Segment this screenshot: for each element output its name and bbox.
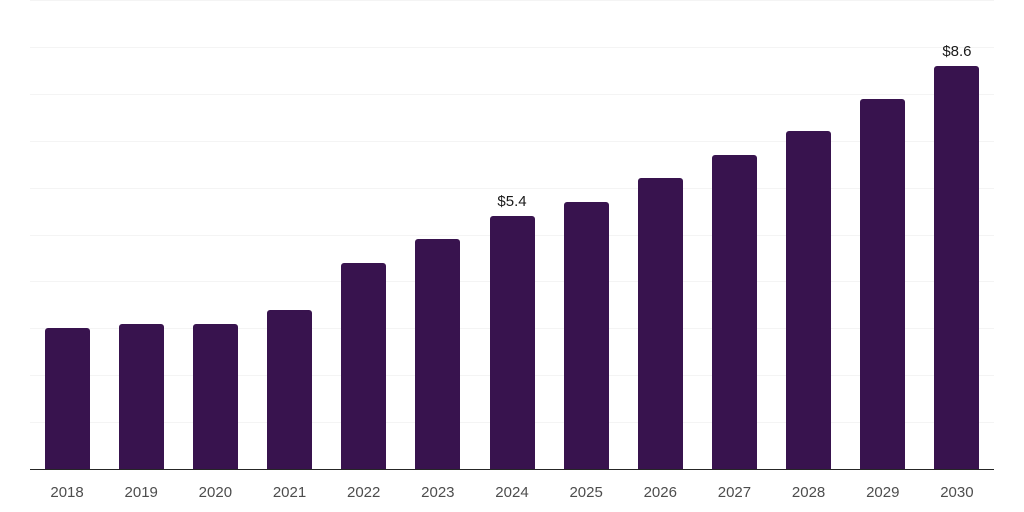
x-tick-label-2030: 2030 <box>940 484 974 501</box>
x-tick-label-2027: 2027 <box>717 484 752 501</box>
bar-2026[interactable] <box>637 178 683 469</box>
bar-2028[interactable] <box>786 131 832 469</box>
x-axis-line <box>30 469 994 470</box>
bar-2025[interactable] <box>563 201 609 469</box>
bar-2023[interactable] <box>415 239 461 469</box>
x-tick-label-2022: 2022 <box>346 484 381 501</box>
bar-2024[interactable] <box>489 215 535 469</box>
bar-2029[interactable] <box>860 98 906 469</box>
bar-2019[interactable] <box>118 323 164 469</box>
gridline <box>30 93 994 95</box>
x-tick-label-2019: 2019 <box>124 484 158 501</box>
point-label-2024: $5.4 <box>497 192 527 210</box>
x-tick-label-2018: 2018 <box>50 484 84 501</box>
x-tick-label-2021: 2021 <box>272 484 307 501</box>
bar-2022[interactable] <box>341 262 387 469</box>
x-tick-label-2029: 2029 <box>866 484 900 501</box>
bar-2018[interactable] <box>44 328 90 469</box>
bar-2027[interactable] <box>711 154 757 469</box>
x-axis-labels: 2018 2019 2020 2021 2022 2023 2024 2025 2026 2027… <box>30 483 994 505</box>
point-label-2030: $8.6 <box>942 42 972 60</box>
x-tick-label-2024: 2024 <box>495 484 529 501</box>
plot-area: $5.4 $8.6 <box>30 0 994 470</box>
x-tick-label-2020: 2020 <box>198 484 233 501</box>
x-tick-label-2028: 2028 <box>791 484 826 501</box>
bar-2021[interactable] <box>267 309 313 469</box>
gridline <box>30 0 994 1</box>
bar-2030[interactable] <box>934 65 980 469</box>
x-tick-label-2023: 2023 <box>421 484 455 501</box>
x-tick-label-2025: 2025 <box>569 484 603 501</box>
bar-2020[interactable] <box>192 323 238 469</box>
gridline <box>30 140 994 142</box>
gridline <box>30 187 994 189</box>
gridline <box>30 46 994 48</box>
x-tick-label-2026: 2026 <box>643 484 677 501</box>
